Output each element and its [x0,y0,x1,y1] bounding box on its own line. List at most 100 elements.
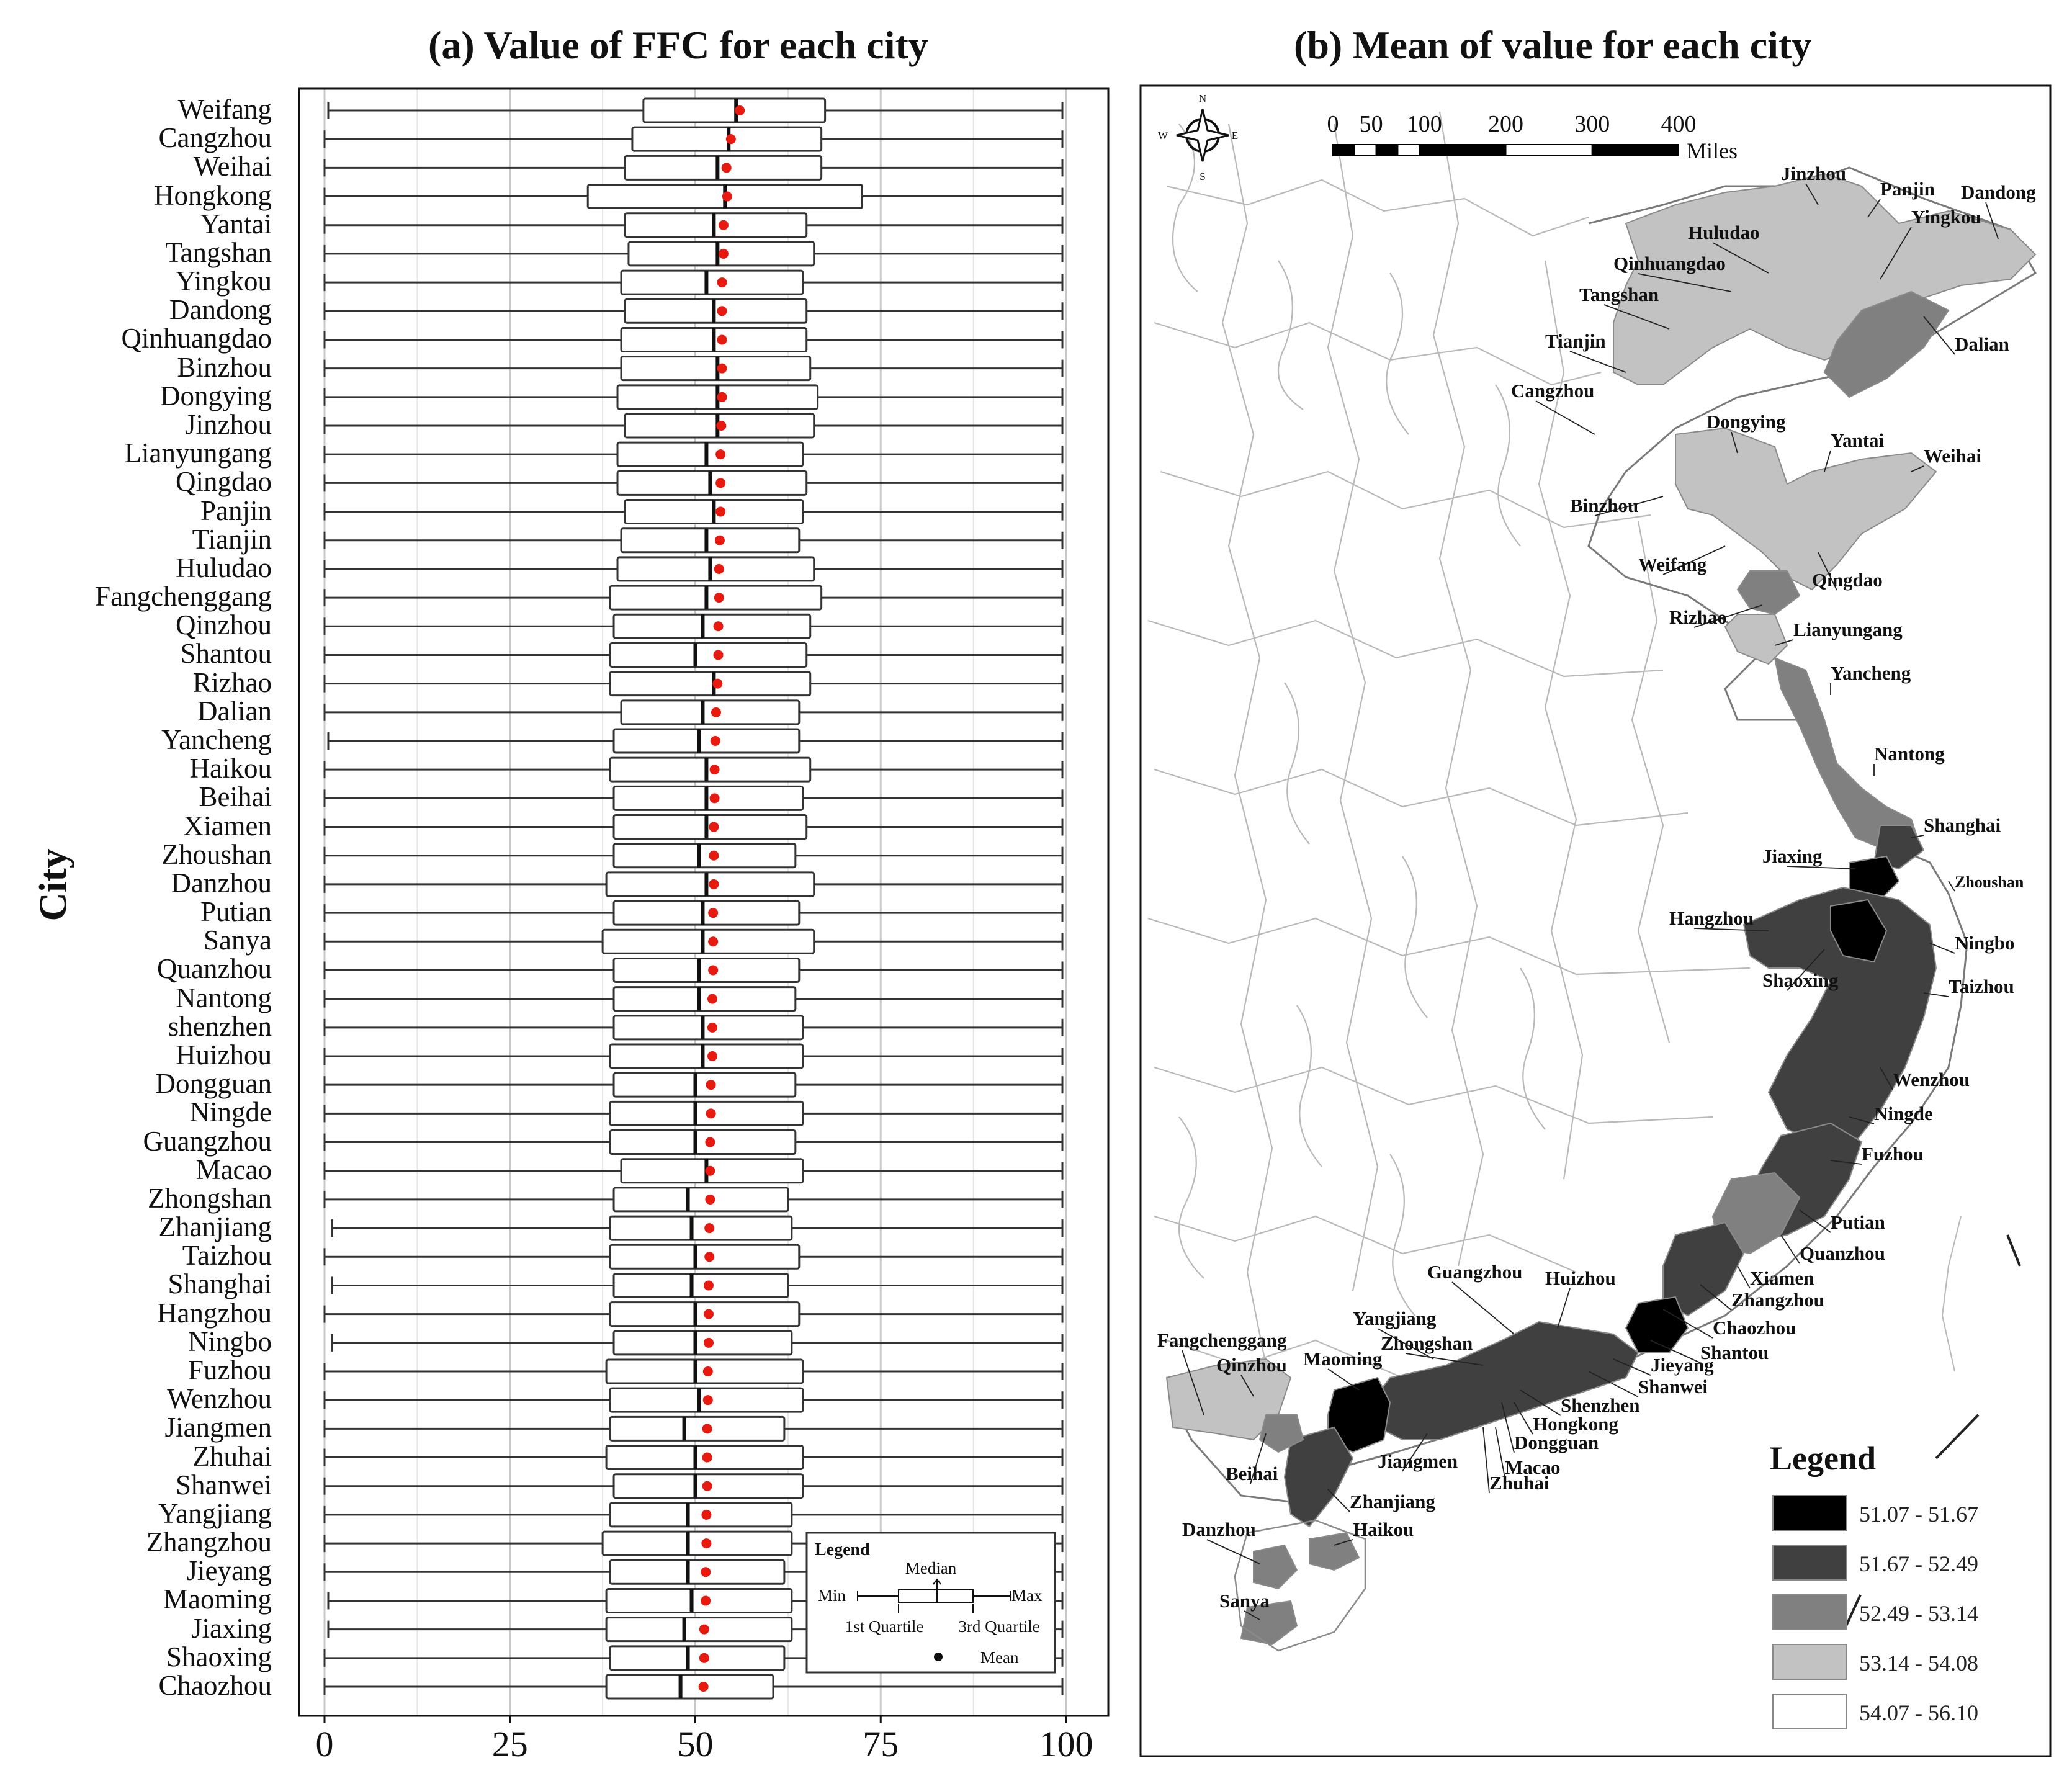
box-row-putian [323,900,1064,926]
box-row-tangshan [323,241,1064,267]
mean-point [704,1309,714,1319]
city-label: Jieyang [186,1555,272,1587]
mean-point [704,1280,714,1291]
legend-q3-label: 3rd Quartile [958,1617,1039,1636]
map-label-shanghai: Shanghai [1924,814,2001,836]
box-row-qinhuangdao [323,326,1064,352]
leader-line [1569,351,1626,373]
offshore-mark [1845,1594,1862,1626]
compass-n: N [1199,92,1206,104]
boundary-line [1277,260,1304,410]
mean-point [706,1108,716,1119]
leader-line [1501,1402,1515,1453]
scale-tick-label: 200 [1488,111,1523,137]
map-label-dandong: Dandong [1961,181,2036,203]
map-legend-swatch [1772,1694,1847,1729]
map-legend-swatch [1772,1594,1847,1630]
map-label-dongying: Dongying [1706,411,1786,433]
map-label-shantou: Shantou [1700,1342,1769,1363]
leader-line [1206,1539,1260,1564]
box-row-shantou [323,642,1064,668]
boundary-line [1284,682,1310,845]
boundary-line [1386,272,1409,435]
map-label-macao: Macao [1505,1456,1561,1478]
city-label: Dandong [169,294,272,326]
region-guangdong [1370,1321,1639,1440]
compass-star [1176,109,1229,162]
city-label: Yancheng [161,724,272,755]
leader-line [1948,881,1955,892]
map-label-huizhou: Huizhou [1545,1267,1616,1289]
city-label: Weihai [193,151,272,182]
city-label: Binzhou [177,351,272,383]
mean-point [709,879,719,889]
region-shaoxing [1830,899,1888,963]
city-label: Jinzhou [185,409,272,440]
region-lianyungang [1724,614,1788,665]
box-row-danzhou [323,871,1064,897]
region-dalian [1823,290,1950,398]
leader-line [1334,1539,1353,1546]
city-label: Huizhou [176,1039,272,1070]
leader-line [1799,1209,1831,1233]
box-row-shenzhen [323,1015,1064,1041]
city-label: Shaoxing [166,1641,272,1672]
region-chaozhou-shantou [1625,1296,1689,1353]
box-row-zhoushan [323,843,1064,869]
city-label: Wenzhou [167,1383,272,1415]
leader-line [1923,992,1949,997]
box-row-dongguan [323,1072,1064,1098]
mean-point [708,936,719,947]
city-label: Sanya [204,925,272,956]
mean-point [707,1022,717,1033]
scale-tick-label: 400 [1661,111,1697,137]
mean-point [706,1080,716,1090]
iqr-box [612,728,801,754]
mean-point [702,1395,713,1406]
box-row-rizhao [323,671,1064,697]
leader-line [1535,400,1595,435]
city-label: Cangzhou [158,122,272,154]
boundary-line [1154,1066,1713,1124]
compass-s: S [1200,171,1205,182]
mean-point [714,535,725,545]
map-label-dongguan: Dongguan [1514,1432,1599,1453]
boundary-line [1327,123,1379,1291]
city-label: Putian [200,896,272,928]
scale-segment [1505,144,1593,156]
city-label: Zhuhai [192,1440,272,1472]
city-label: Quanzhou [157,953,272,985]
box-row-beihai [323,785,1064,811]
city-label: Taizhou [182,1240,272,1272]
mean-point [713,650,724,660]
region-shandong-light [1675,427,1937,591]
iqr-box [612,900,801,926]
mean-point [717,277,727,288]
map-label-jiangmen: Jiangmen [1378,1450,1458,1472]
scale-segment [1591,144,1679,156]
box-row-guangzhou [323,1129,1064,1155]
mean-point [717,363,727,374]
region-zhangzhou [1662,1221,1745,1317]
boundary-line [1432,111,1484,1267]
boundary-line [1296,1005,1322,1167]
leader-line [1662,545,1726,575]
leader-line [1712,242,1769,274]
iqr-box [620,269,804,295]
map-legend-swatch [1772,1495,1847,1531]
box-row-zhanjiang [331,1215,1064,1241]
leader-line [1240,1375,1254,1397]
box-row-ningbo [331,1330,1064,1356]
city-label: Weifang [177,94,272,125]
boundary-line [1166,179,1589,237]
boundary-line [1147,619,1664,678]
map-label-weihai: Weihai [1924,445,1981,467]
leader-line [1929,943,1955,954]
scale-segment [1332,144,1355,156]
boundary-line [1154,1215,1577,1273]
map-label-fuzhou: Fuzhou [1862,1143,1924,1165]
box-row-dandong [323,298,1064,324]
box-row-ningde [323,1100,1064,1126]
iqr-box [612,613,812,639]
map-label-cangzhou: Cangzhou [1511,380,1594,402]
